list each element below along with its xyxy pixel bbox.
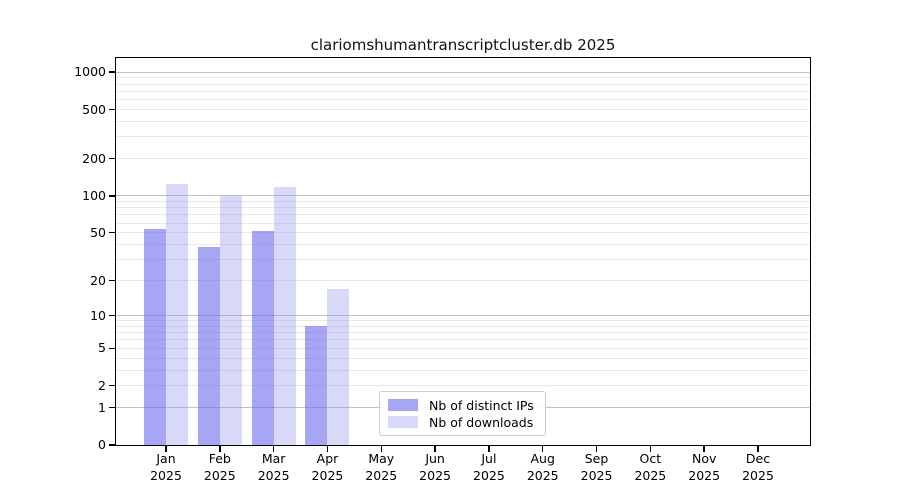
gridline-300	[116, 136, 810, 138]
legend-item-distinct-ips: Nb of distinct IPs	[388, 397, 536, 413]
gridlines-layer	[116, 58, 810, 445]
gridline-1000	[116, 71, 810, 73]
x-tick-label-nov: Nov 2025	[688, 451, 721, 483]
gridline-400	[116, 121, 810, 123]
x-tick-label-jun: Jun 2025	[419, 451, 451, 483]
y-tick-mark	[109, 71, 116, 73]
legend-swatch-distinct-ips-icon	[388, 399, 418, 411]
x-tick-mark-sep	[595, 445, 598, 452]
gridline-6	[116, 339, 810, 341]
plot-area: Nb of distinct IPs Nb of downloads	[115, 57, 811, 446]
x-tick-label-mar: Mar 2025	[257, 451, 290, 483]
y-tick-mark	[109, 158, 116, 160]
y-tick-label-1000: 1000	[74, 64, 106, 80]
y-tick-label-50: 50	[90, 224, 106, 240]
y-tick-label-10: 10	[90, 307, 106, 323]
gridline-90	[116, 201, 810, 203]
x-tick-mark-oct	[649, 445, 652, 452]
legend: Nb of distinct IPs Nb of downloads	[379, 391, 546, 436]
bar-downloads-jan	[166, 183, 188, 445]
y-tick-mark	[109, 385, 116, 387]
y-tick-label-100: 100	[82, 187, 106, 203]
gridline-800	[116, 83, 810, 85]
bar-downloads-apr	[327, 289, 350, 445]
x-tick-label-oct: Oct 2025	[634, 451, 667, 483]
gridline-60	[116, 222, 810, 224]
y-tick-label-20: 20	[90, 272, 106, 288]
x-tick-label-jan: Jan 2025	[150, 451, 182, 483]
gridline-70	[116, 214, 810, 216]
x-tick-mark-feb	[219, 445, 221, 452]
gridline-8	[116, 325, 810, 327]
x-tick-mark-jun	[434, 445, 436, 452]
gridline-700	[116, 90, 810, 92]
y-tick-label-2: 2	[98, 377, 106, 393]
x-tick-mark-aug	[542, 445, 544, 452]
y-tick-mark	[109, 347, 116, 349]
x-tick-label-jul: Jul 2025	[473, 451, 505, 483]
gridline-500	[116, 109, 810, 110]
gridline-9	[116, 320, 810, 322]
bar-distinct-ips-mar	[251, 230, 274, 445]
gridline-3	[116, 369, 810, 371]
bars-layer	[116, 58, 810, 445]
x-tick-mark-jul	[488, 445, 490, 452]
chart-title: clariomshumantranscriptcluster.db 2025	[310, 36, 616, 54]
bar-distinct-ips-apr	[305, 326, 328, 445]
y-tick-mark	[109, 279, 116, 282]
y-tick-mark	[109, 195, 116, 197]
y-tick-label-200: 200	[82, 150, 106, 166]
x-tick-label-may: May 2025	[365, 451, 398, 483]
x-tick-mark-mar	[272, 445, 275, 452]
bar-distinct-ips-feb	[197, 247, 220, 445]
y-tick-label-0: 0	[98, 437, 106, 452]
y-tick-mark	[109, 406, 116, 409]
gridline-20	[116, 280, 810, 282]
legend-label-distinct-ips: Nb of distinct IPs	[429, 397, 534, 413]
y-tick-mark	[109, 232, 116, 234]
gridline-2	[116, 385, 810, 387]
bar-downloads-mar	[273, 187, 296, 445]
y-tick-mark	[109, 314, 116, 317]
y-tick-label-500: 500	[82, 101, 106, 117]
gridline-10	[116, 315, 810, 317]
gridline-600	[116, 99, 810, 101]
x-tick-mark-apr	[326, 445, 329, 452]
bar-downloads-feb	[219, 195, 242, 445]
x-tick-label-sep: Sep 2025	[580, 451, 613, 483]
x-tick-label-dec: Dec 2025	[742, 451, 774, 483]
y-tick-label-1: 1	[98, 399, 106, 415]
gridline-5	[116, 347, 810, 349]
legend-swatch-downloads-icon	[388, 416, 418, 428]
x-tick-mark-jan	[165, 445, 167, 452]
y-tick-label-5: 5	[98, 340, 106, 356]
gridline-30	[116, 259, 810, 261]
gridline-900	[116, 77, 810, 79]
gridline-80	[116, 207, 810, 209]
gridline-40	[116, 244, 810, 246]
gridline-50	[116, 232, 810, 234]
x-tick-label-apr: Apr 2025	[311, 451, 344, 483]
y-tick-mark	[109, 444, 116, 446]
x-tick-label-aug: Aug 2025	[526, 451, 559, 483]
legend-item-downloads: Nb of downloads	[388, 414, 536, 430]
x-tick-mark-nov	[703, 445, 705, 452]
gridline-7	[116, 332, 810, 334]
gridline-4	[116, 357, 810, 359]
x-tick-mark-may	[380, 445, 382, 452]
legend-label-downloads: Nb of downloads	[429, 414, 534, 430]
x-tick-label-feb: Feb 2025	[203, 451, 236, 483]
gridline-200	[116, 158, 810, 160]
x-tick-mark-dec	[757, 445, 759, 452]
gridline-100	[116, 195, 810, 197]
bar-distinct-ips-jan	[144, 228, 166, 445]
y-tick-mark	[109, 108, 116, 111]
